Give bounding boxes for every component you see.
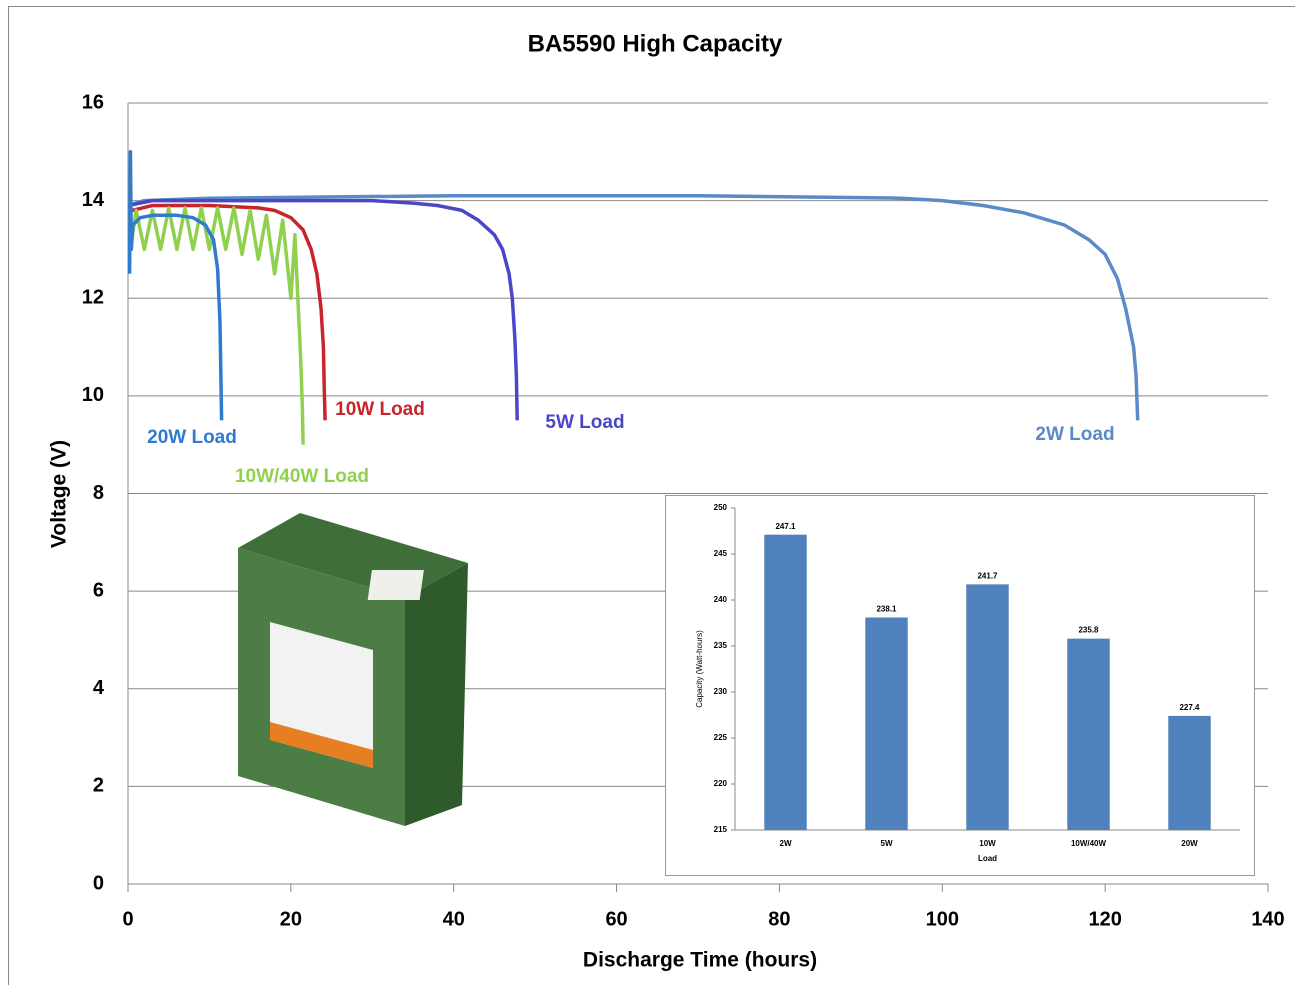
inset-y-tick-label: 250 (714, 503, 728, 512)
y-tick-label: 16 (82, 91, 104, 113)
inset-y-tick-label: 245 (714, 549, 728, 558)
inset-value-label: 235.8 (1078, 626, 1099, 635)
y-tick-label: 6 (93, 579, 104, 601)
x-tick-label: 100 (926, 908, 959, 930)
inset-y-tick-label: 235 (714, 641, 728, 650)
x-tick-label: 120 (1088, 908, 1121, 930)
y-tick-label: 8 (93, 482, 104, 504)
lines: 2W Load 5W Load 10W Load 10W/40W Load 20W Lo… (128, 152, 1138, 487)
inset-value-label: 227.4 (1179, 703, 1200, 712)
x-tick-label: 0 (122, 908, 133, 930)
chart: 0 2 4 6 8 10 12 14 16 0 20 40 60 80 100 120 140 2W Load 5… (0, 0, 1295, 985)
inset-bar (764, 535, 806, 830)
series-label: 10W/40W Load (235, 466, 369, 487)
y-tick-label: 10 (82, 384, 104, 406)
y-tick-label: 4 (93, 677, 105, 699)
y-tick-label: 0 (93, 872, 104, 894)
series-label: 5W Load (545, 412, 624, 433)
x-tick-label: 60 (605, 908, 627, 930)
inset-x-tick-label: 2W (780, 839, 792, 848)
x-tick-label: 40 (443, 908, 465, 930)
series-line (130, 208, 303, 445)
inset-y-tick-label: 240 (714, 595, 728, 604)
inset-x-tick-label: 5W (881, 839, 893, 848)
inset-y-axis-label: Capacity (Watt-hours) (695, 630, 704, 708)
series-label: 2W Load (1035, 424, 1114, 445)
inset-x-axis-label: Load (978, 854, 997, 863)
y-axis-label: Voltage (V) (48, 440, 71, 548)
y-tick-label: 2 (93, 775, 104, 797)
inset-y-tick-label: 215 (714, 825, 728, 834)
inset-x-tick-label: 10W (979, 839, 996, 848)
series-line (128, 196, 1138, 421)
x-tick-label: 140 (1251, 908, 1284, 930)
series-label: 10W Load (335, 399, 425, 420)
inset-value-label: 247.1 (775, 522, 796, 531)
inset-y-tick-label: 220 (714, 779, 728, 788)
inset-bar (865, 617, 907, 830)
inset-bar (1168, 716, 1210, 830)
inset-y-tick-label: 225 (714, 733, 728, 742)
inset-bar (966, 584, 1008, 830)
series-line (130, 152, 222, 421)
x-tick-label: 20 (280, 908, 302, 930)
inset-y-tick-label: 230 (714, 687, 728, 696)
inset-value-label: 238.1 (876, 605, 897, 614)
y-tick-label: 14 (82, 189, 105, 211)
inset-value-label: 241.7 (977, 571, 998, 580)
inset-frame (666, 496, 1255, 876)
x-axis-label: Discharge Time (hours) (583, 949, 817, 972)
chart-title: BA5590 High Capacity (528, 30, 783, 57)
inset-x-tick-label: 10W/40W (1071, 839, 1107, 848)
inset-x-tick-label: 20W (1181, 839, 1198, 848)
x-tick-label: 80 (768, 908, 790, 930)
series-label: 20W Load (147, 427, 237, 448)
battery-image (238, 513, 468, 826)
inset-bar (1067, 639, 1109, 830)
y-tick-label: 12 (82, 287, 104, 309)
